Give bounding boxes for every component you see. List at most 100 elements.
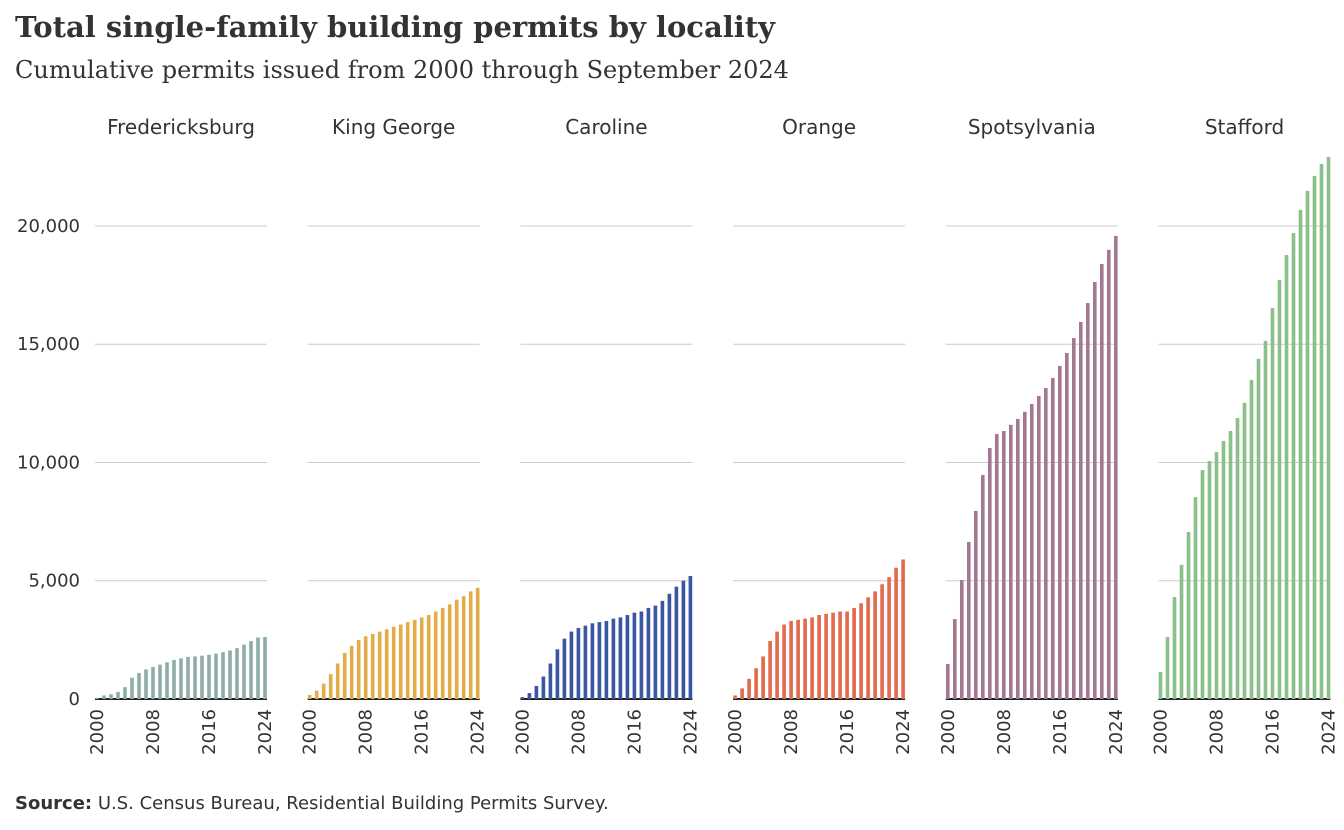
- bar: [555, 649, 560, 699]
- bar: [1085, 303, 1090, 699]
- bar: [534, 685, 539, 699]
- x-tick-label: 2016: [1050, 709, 1071, 755]
- bar: [1312, 176, 1317, 700]
- bar: [1207, 461, 1212, 699]
- bar: [1057, 365, 1062, 699]
- bar: [461, 596, 466, 699]
- panel-title: Spotsylvania: [968, 115, 1096, 139]
- x-tick-label: 2016: [412, 709, 433, 755]
- bar: [1298, 209, 1303, 699]
- bar: [221, 652, 225, 699]
- bar: [426, 615, 431, 699]
- bar: [1022, 411, 1027, 699]
- bar: [1214, 452, 1219, 699]
- bar: [625, 615, 630, 699]
- y-tick-label: 15,000: [17, 334, 80, 355]
- bar: [1249, 379, 1254, 699]
- bar: [803, 618, 807, 699]
- bar: [810, 617, 814, 699]
- bar: [1256, 358, 1261, 699]
- bar: [242, 644, 246, 699]
- x-tick-label: 2024: [1319, 709, 1340, 755]
- bar: [228, 650, 232, 699]
- bar: [1235, 418, 1240, 699]
- bar: [314, 690, 319, 699]
- panel-title: Caroline: [565, 115, 647, 139]
- bar: [639, 611, 644, 699]
- bar: [1305, 190, 1310, 700]
- bar: [945, 663, 950, 699]
- bar: [468, 591, 473, 699]
- bar: [172, 659, 176, 699]
- bar: [632, 612, 637, 699]
- x-tick-label: 2016: [1263, 709, 1284, 755]
- bar: [768, 641, 772, 699]
- bar: [1326, 156, 1331, 699]
- bar: [1186, 532, 1191, 699]
- bar: [681, 580, 686, 699]
- x-tick-label: 2000: [512, 709, 533, 755]
- x-tick-label: 2008: [781, 709, 802, 755]
- x-tick-label: 2000: [725, 709, 746, 755]
- x-tick-label: 2008: [143, 709, 164, 755]
- bar: [824, 613, 828, 699]
- bar: [838, 611, 842, 699]
- bar: [200, 655, 204, 699]
- bar: [335, 663, 340, 699]
- panel-title: Stafford: [1205, 115, 1284, 139]
- x-tick-label: 2008: [994, 709, 1015, 755]
- x-tick-label: 2008: [1207, 709, 1228, 755]
- bar: [95, 697, 99, 699]
- bar: [440, 607, 445, 699]
- x-tick-label: 2024: [893, 709, 914, 755]
- bar: [249, 641, 253, 699]
- bar: [1200, 470, 1205, 699]
- bar: [433, 611, 438, 699]
- bar: [377, 631, 382, 699]
- bar: [667, 593, 672, 699]
- bar: [782, 624, 786, 699]
- bar: [398, 624, 403, 699]
- bar: [207, 654, 211, 699]
- bar: [1165, 637, 1170, 699]
- bar: [123, 687, 127, 699]
- bar: [548, 663, 553, 699]
- bar: [688, 576, 693, 699]
- bar: [1277, 279, 1282, 699]
- bar: [796, 619, 800, 699]
- bar: [186, 656, 190, 699]
- x-tick-label: 2024: [468, 709, 489, 755]
- bar: [1036, 396, 1041, 699]
- source-label: Source:: [15, 793, 92, 814]
- bar: [845, 611, 849, 699]
- bar: [562, 638, 567, 699]
- bar: [618, 617, 623, 699]
- bar: [1099, 264, 1104, 699]
- bar: [342, 652, 347, 699]
- bar: [1179, 564, 1184, 699]
- bar: [1001, 431, 1006, 699]
- bar: [1242, 402, 1247, 699]
- bar: [165, 662, 169, 699]
- bar: [901, 559, 905, 699]
- x-tick-label: 2008: [568, 709, 589, 755]
- bar: [328, 674, 333, 699]
- y-tick-label: 0: [69, 689, 80, 710]
- bar: [527, 693, 532, 699]
- bar: [994, 434, 999, 699]
- bar: [356, 639, 361, 699]
- x-tick-label: 2000: [938, 709, 959, 755]
- bar: [541, 676, 546, 699]
- bar: [873, 591, 877, 699]
- x-tick-label: 2008: [356, 709, 377, 755]
- bar: [151, 667, 155, 699]
- x-tick-label: 2016: [837, 709, 858, 755]
- bar: [1113, 235, 1118, 699]
- bar: [1050, 378, 1055, 699]
- bar: [193, 656, 197, 699]
- x-tick-label: 2024: [1106, 709, 1127, 755]
- bar: [405, 622, 410, 699]
- bar: [754, 668, 758, 699]
- bar: [831, 612, 835, 699]
